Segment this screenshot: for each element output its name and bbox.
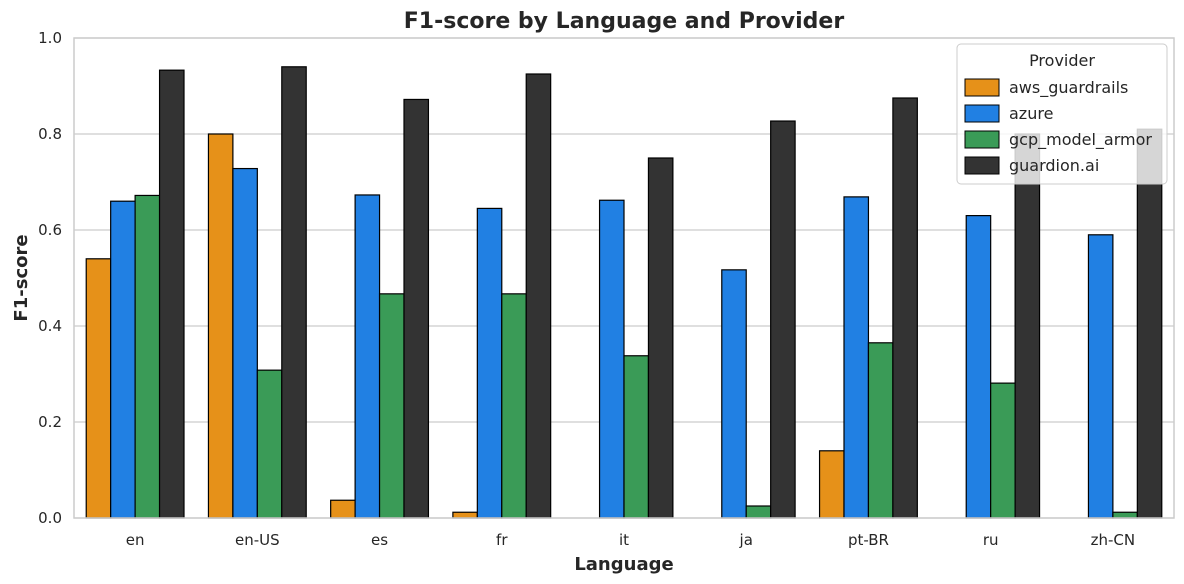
- legend-swatch: [964, 104, 1000, 123]
- bar-gcp_model_armor-ru: [990, 382, 1016, 519]
- bar-group-en-US: [207, 66, 307, 519]
- bar-aws_guardrails-es: [330, 499, 356, 519]
- legend-label: gcp_model_armor: [1009, 130, 1152, 150]
- bar-azure-it: [598, 199, 625, 519]
- bar-gcp_model_armor-ja: [745, 505, 772, 519]
- y-axis-label: F1-score: [11, 234, 32, 321]
- x-tick-label: es: [371, 531, 388, 549]
- bar-guardion.ai-ja: [770, 120, 796, 519]
- legend-swatch: [964, 130, 1000, 149]
- bar-guardion.ai-en: [158, 69, 185, 519]
- bar-gcp_model_armor-zh-CN: [1112, 511, 1138, 519]
- y-tick-label: 0.6: [38, 221, 62, 239]
- x-tick-label: ja: [739, 531, 753, 549]
- bar-guardion.ai-ru: [1014, 133, 1041, 519]
- bar-group-es: [330, 98, 430, 519]
- plot-frame: [73, 37, 1175, 519]
- bar-group-zh-CN: [1087, 128, 1163, 519]
- y-tick-label: 0.0: [38, 509, 62, 527]
- chart-title: F1-score by Language and Provider: [404, 9, 845, 34]
- bar-group-ru: [965, 133, 1041, 519]
- bar-azure-fr: [476, 207, 503, 519]
- bar-guardion.ai-es: [403, 98, 430, 519]
- x-axis-label: Language: [574, 554, 673, 575]
- legend-box: [956, 43, 1168, 185]
- bar-aws_guardrails-fr: [452, 511, 478, 519]
- x-tick-label: en-US: [235, 531, 280, 549]
- bar-gcp_model_armor-es: [378, 293, 405, 519]
- bar-group-fr: [452, 73, 552, 519]
- x-tick-label: it: [619, 531, 629, 549]
- bar-azure-pt-BR: [843, 196, 870, 519]
- x-tick-label: en: [126, 531, 145, 549]
- bar-guardion.ai-fr: [525, 73, 552, 519]
- legend-swatch: [964, 78, 1000, 97]
- bar-azure-ru: [965, 215, 992, 519]
- bar-azure-en: [110, 200, 136, 519]
- bar-gcp_model_armor-pt-BR: [867, 342, 894, 519]
- bar-gcp_model_armor-fr: [501, 293, 527, 519]
- bar-aws_guardrails-pt-BR: [818, 450, 845, 519]
- legend-item-azure: azure: [964, 104, 1053, 123]
- legend-item-guardion.ai: guardion.ai: [964, 156, 1099, 175]
- bar-gcp_model_armor-it: [623, 355, 650, 519]
- bar-gcp_model_armor-en-US: [256, 369, 283, 519]
- bar-guardion.ai-pt-BR: [892, 97, 918, 519]
- bar-guardion.ai-zh-CN: [1136, 128, 1163, 519]
- ticks: 0.0 0.2 0.4 0.6 0.8 1.0 en en-US es fr it ja pt-BR ru…: [38, 29, 1135, 549]
- bar-guardion.ai-it: [647, 157, 674, 519]
- bars: [85, 66, 1163, 519]
- bar-gcp_model_armor-en: [134, 194, 161, 519]
- legend-item-gcp_model_armor: gcp_model_armor: [964, 130, 1152, 150]
- legend-label: azure: [1009, 104, 1053, 123]
- legend-swatch: [964, 156, 1000, 175]
- legend-title: Provider: [1029, 51, 1095, 70]
- legend-label: guardion.ai: [1009, 156, 1099, 175]
- x-tick-label: zh-CN: [1091, 531, 1136, 549]
- x-tick-label: ru: [983, 531, 999, 549]
- bar-group-en: [85, 69, 185, 519]
- x-tick-label: fr: [496, 531, 508, 549]
- bar-guardion.ai-en-US: [281, 66, 307, 519]
- bar-azure-ja: [721, 269, 747, 519]
- bar-group-ja: [721, 120, 796, 519]
- legend-item-aws_guardrails: aws_guardrails: [964, 78, 1128, 98]
- bar-group-it: [598, 157, 674, 519]
- bar-azure-zh-CN: [1087, 234, 1114, 519]
- bar-azure-es: [354, 194, 381, 519]
- bar-azure-en-US: [232, 167, 258, 519]
- x-tick-label: pt-BR: [848, 531, 889, 549]
- y-tick-label: 1.0: [38, 29, 62, 47]
- legend-label: aws_guardrails: [1009, 78, 1128, 98]
- y-tick-label: 0.8: [38, 125, 62, 143]
- bar-aws_guardrails-en-US: [207, 133, 234, 519]
- bar-group-pt-BR: [818, 97, 918, 519]
- y-tick-label: 0.2: [38, 413, 62, 431]
- y-tick-label: 0.4: [38, 317, 62, 335]
- bar-aws_guardrails-en: [85, 258, 112, 519]
